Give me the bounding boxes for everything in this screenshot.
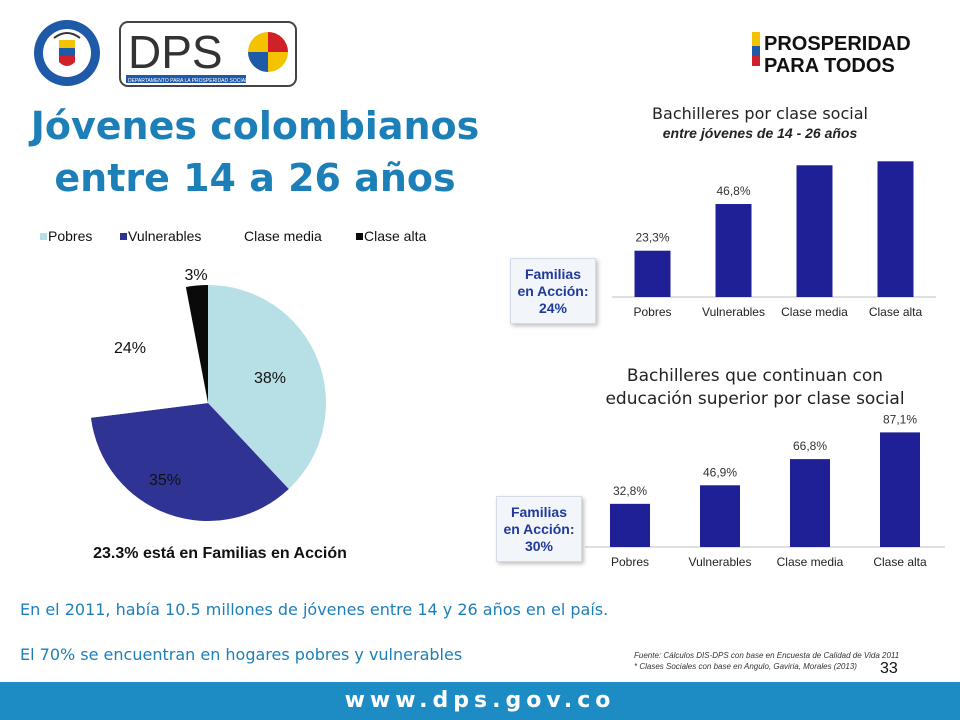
bar2-svg-value-label-clase-media: 66,8% [793, 439, 827, 453]
bar-chart-2-title: Bachilleres que continuan con educación … [605, 366, 905, 409]
page-number: 33 [880, 660, 898, 677]
pie-legend-swatch-clase-alta [356, 233, 363, 240]
prosperidad-para-todos-logo: PROSPERIDAD PARA TODOS [752, 30, 932, 80]
bar1-svg-bar-pobres [634, 250, 671, 297]
page-title-line1: Jóvenes colombianos [30, 104, 480, 148]
bar1-svg-value-label-pobres: 23,3% [635, 231, 669, 245]
source-line-1: Fuente: Cálculos DIS-DPS con base en Enc… [634, 651, 900, 660]
pie-legend-label-pobres: Pobres [48, 228, 92, 244]
colombia-seal-logo [32, 18, 102, 88]
familias-accion-box-1: Familias en Acción: 24% [510, 258, 596, 324]
bar2-svg-category-label-vulnerables: Vulnerables [689, 555, 752, 569]
dps-logo-subtitle: DEPARTAMENTO PARA LA PROSPERIDAD SOCIAL [128, 78, 248, 84]
bar2-svg-bar-pobres [610, 503, 650, 547]
bar-chart-1-title-text: Bachilleres por clase social [652, 104, 868, 123]
bar1-svg-bar-clase-alta [877, 161, 914, 297]
footer-bar [0, 682, 960, 720]
pie-slice-pobres [208, 285, 326, 490]
bar-chart-2: 32,8% Pobres 46,9% Vulnerables 66,8% Clase me… [585, 412, 945, 569]
bar2-svg-category-label-pobres: Pobres [611, 555, 649, 569]
pie-slice-clase-media [90, 287, 208, 418]
familias-box-1-line1: Familias [524, 265, 581, 282]
pie-legend-swatch-clase-media [235, 232, 244, 241]
bar2-svg-bar-vulnerables [700, 485, 740, 547]
pie-legend-swatch-vulnerables [120, 233, 127, 240]
bar1-svg-category-label-clase-alta: Clase alta [869, 305, 923, 319]
source-note: Fuente: Cálculos DIS-DPS con base en Enc… [634, 650, 899, 672]
pie-slice-clase-alta [185, 285, 208, 403]
familias-box-2-line2: en Acción: [503, 520, 575, 537]
familias-box-1-line3: 24% [538, 299, 567, 316]
pie-legend-label-clase-alta: Clase alta [364, 228, 426, 244]
pie-legend-label-vulnerables: Vulnerables [128, 228, 201, 244]
bar1-svg-category-label-clase-media: Clase media [781, 305, 848, 319]
pie-slice-vulnerables [90, 403, 289, 521]
pie-chart: Pobres Vulnerables Clase media Clase alta 3… [40, 228, 426, 521]
source-line-2: * Clases Sociales con base en Angulo, Ga… [634, 662, 857, 671]
pie-label-clase-media: 24% [114, 340, 146, 357]
bar1-svg-category-label-pobres: Pobres [633, 305, 671, 319]
dps-logo: DPS DEPARTAMENTO PARA LA PROSPERIDAD SOC… [118, 20, 298, 88]
bar2-svg-category-label-clase-alta: Clase alta [873, 555, 927, 569]
pie-legend-swatch-pobres [40, 233, 47, 240]
pie-caption: 23.3% está en Familias en Acción [93, 545, 347, 562]
bar1-svg-bar-vulnerables [715, 204, 752, 297]
bar-chart-1-title: Bachilleres por clase social entre jóven… [600, 104, 920, 141]
footer-url-link[interactable]: www.dps.gov.co [344, 688, 616, 713]
summary-line-1: En el 2011, había 10.5 millones de jóven… [20, 600, 609, 619]
prosperidad-line1: PROSPERIDAD [764, 33, 911, 55]
bar1-svg-category-label-vulnerables: Vulnerables [702, 305, 765, 319]
familias-box-1-line2: en Acción: [517, 282, 589, 299]
pie-label-vulnerables: 35% [149, 472, 181, 489]
bar2-svg-bar-clase-media [790, 459, 830, 547]
dps-logo-text: DPS [128, 26, 223, 78]
bar2-svg-bar-clase-alta [880, 432, 920, 547]
bar2-svg-value-label-pobres: 32,8% [613, 484, 647, 498]
pie-label-clase-alta: 3% [184, 267, 207, 284]
familias-accion-box-2: Familias en Acción: 30% [496, 496, 582, 562]
bar1-svg-value-label-vulnerables: 46,8% [716, 184, 750, 198]
pie-legend-label-clase-media: Clase media [244, 228, 322, 244]
bar1-svg-bar-clase-media [796, 165, 833, 297]
prosperidad-line2: PARA TODOS [764, 55, 895, 77]
summary-line-2: El 70% se encuentran en hogares pobres y… [20, 645, 463, 664]
page-title: Jóvenes colombianos entre 14 a 26 años [20, 100, 490, 204]
pie-label-pobres: 38% [254, 370, 286, 387]
bar-chart-1-subtitle: entre jóvenes de 14 - 26 años [662, 125, 858, 141]
bar2-svg-value-label-vulnerables: 46,9% [703, 465, 737, 479]
bar2-svg-value-label-clase-alta: 87,1% [883, 412, 917, 426]
familias-box-2-line1: Familias [510, 503, 567, 520]
page-title-line2: entre 14 a 26 años [54, 156, 456, 200]
bar2-svg-category-label-clase-media: Clase media [777, 555, 844, 569]
familias-box-2-line3: 30% [524, 537, 553, 554]
